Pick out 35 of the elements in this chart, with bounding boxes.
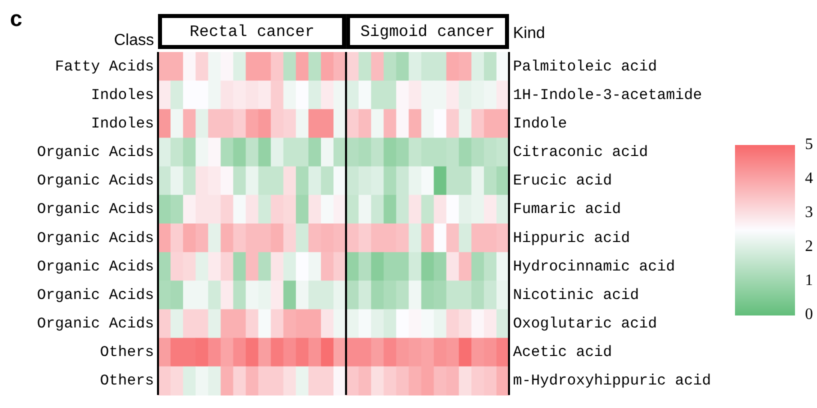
y2-tick-label: Nicotinic acid	[513, 286, 640, 304]
y-tick-label: Fatty Acids	[54, 58, 154, 76]
y-tick-label: Organic Acids	[36, 286, 154, 304]
color-bar-label: 4	[805, 170, 813, 188]
x-tick-label: Sigmoid cancer	[360, 23, 495, 42]
y-tick-label: Others	[100, 372, 154, 390]
y2-tick-label: Acetic acid	[513, 344, 612, 362]
y2-tick-label: Hippuric acid	[513, 230, 630, 247]
y2-tick-label: Citraconic acid	[513, 144, 648, 162]
y2-axis-title: Kind	[513, 25, 546, 42]
y2-tick-label: Hydrocinnamic acid	[513, 258, 676, 276]
color-bar-label: 5	[805, 136, 813, 154]
color-bar-label: 3	[805, 204, 813, 222]
y-tick-label: Organic Acids	[36, 144, 154, 162]
y-axis-title: Class	[114, 32, 154, 49]
y-tick-label: Indoles	[90, 115, 154, 132]
color-bar-label: 2	[805, 238, 813, 256]
y2-tick-label: 1H-Indole-3-acetamide	[513, 86, 702, 104]
y2-tick-label: Oxoglutaric acid	[513, 316, 658, 333]
color-bar-label: 0	[805, 306, 813, 324]
y-tick-label: Organic Acids	[36, 230, 154, 247]
color-bar-label: 1	[805, 272, 813, 290]
y-tick-label: Organic Acids	[36, 258, 154, 276]
y2-tick-label: Palmitoleic acid	[513, 58, 658, 76]
y2-tick-label: Fumaric acid	[513, 201, 622, 218]
y2-tick-label: m-Hydroxyhippuric acid	[513, 372, 712, 390]
x-tick-label: Rectal cancer	[190, 23, 314, 42]
y-tick-label: Organic Acids	[36, 201, 154, 218]
text: c	[10, 6, 22, 31]
y-tick-label: Others	[100, 344, 154, 362]
y2-tick-label: Indole	[513, 115, 568, 132]
y-tick-label: Organic Acids	[36, 316, 154, 333]
y2-tick-label: Erucic acid	[513, 172, 612, 190]
y-tick-label: Indoles	[90, 86, 154, 104]
y-tick-label: Organic Acids	[36, 172, 154, 190]
